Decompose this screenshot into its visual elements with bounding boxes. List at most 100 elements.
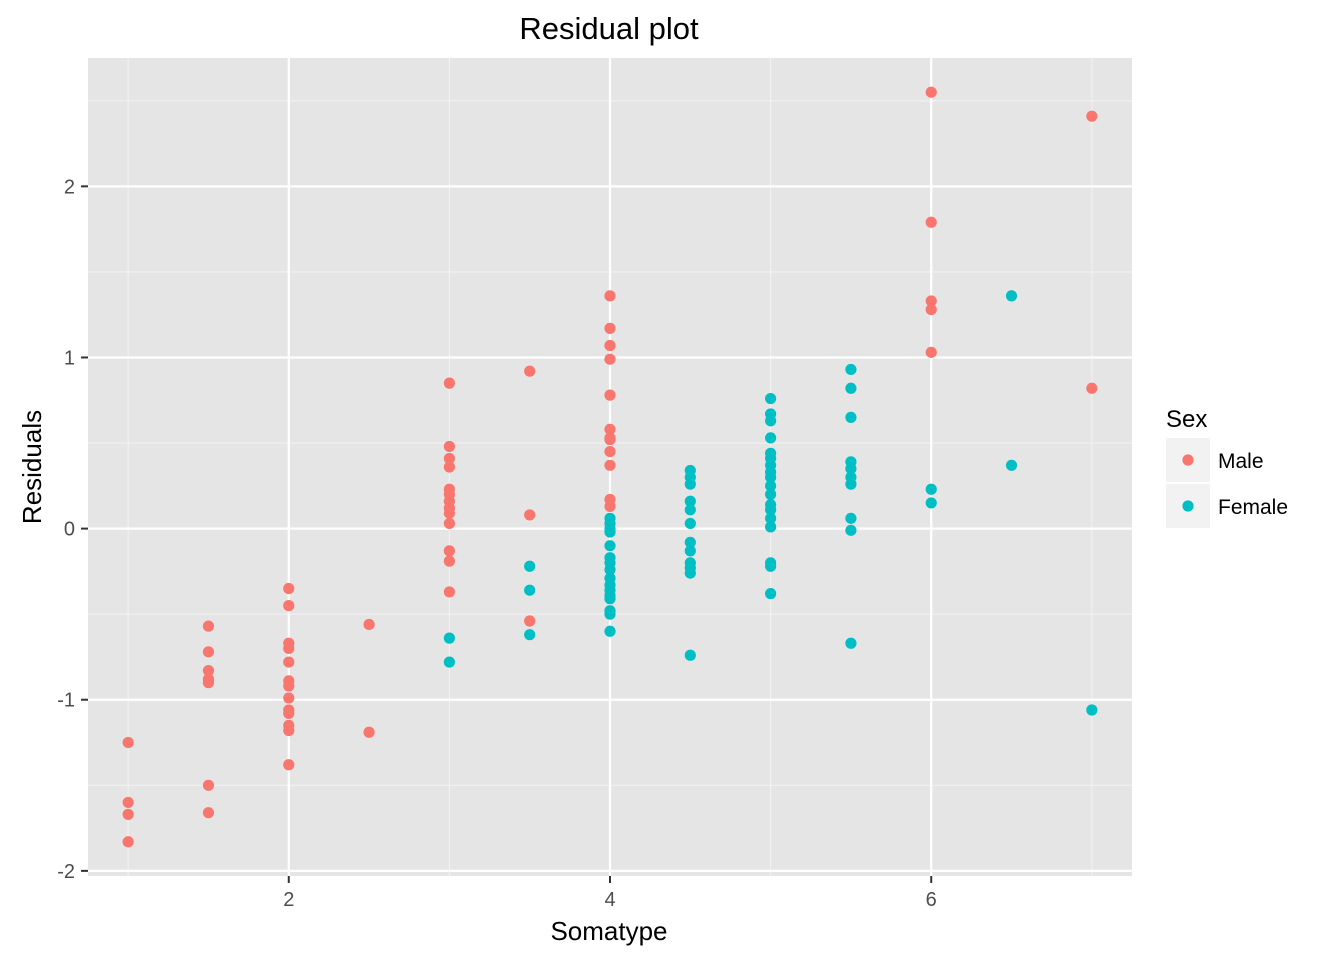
data-point-male [604,322,616,334]
y-axis-title: Residuals [17,410,47,524]
data-point-male [283,656,295,668]
data-point-male [443,586,455,598]
data-point-female [524,629,536,641]
data-point-male [443,377,455,389]
data-point-male [443,507,455,519]
y-tick-label: -2 [57,861,75,883]
data-point-female [845,524,857,536]
data-point-male [604,339,616,352]
data-point-male [925,86,937,98]
x-axis-title: Somatype [550,916,667,946]
data-point-male [604,290,616,302]
data-point-female [604,625,616,637]
data-point-female [684,545,696,557]
x-tick-label: 4 [604,889,615,911]
data-point-female [845,463,857,475]
data-point-male [122,808,134,820]
data-point-female [845,512,857,524]
data-point-female [845,478,857,490]
data-point-male [524,365,536,377]
data-point-female [684,649,696,661]
legend-marker-female [1182,500,1194,512]
data-point-female [765,588,777,600]
data-point-male [925,295,937,307]
data-point-female [524,584,536,596]
data-point-female [443,656,455,668]
data-point-female [765,480,777,492]
data-point-female [765,521,777,533]
data-point-female [765,471,777,483]
data-point-male [604,389,616,401]
data-point-male [524,509,536,521]
data-points [122,86,1098,848]
data-point-male [1086,382,1098,394]
data-point-male [443,461,455,473]
legend-marker-male [1182,454,1194,466]
data-point-female [765,560,777,572]
data-point-female [1005,290,1018,302]
data-point-female [845,363,857,376]
y-axis: -2 -1 0 1 2 [57,176,88,883]
y-tick-label: 1 [64,347,75,369]
data-point-male [202,807,215,819]
data-point-male [604,445,616,458]
data-point-male [122,836,134,848]
data-point-male [524,615,536,627]
data-point-female [925,483,937,495]
data-point-male [283,707,295,720]
data-point-female [765,392,777,405]
data-point-female [684,567,696,579]
data-point-male [202,779,215,791]
data-point-female [765,504,777,516]
data-point-male [283,692,295,704]
data-point-male [202,665,215,677]
data-point-male [443,452,455,465]
data-point-female [684,495,696,507]
data-point-female [604,564,616,576]
data-point-male [443,545,455,557]
data-point-female [765,415,777,427]
data-point-male [925,346,937,358]
legend-label-male: Male [1218,450,1264,473]
x-tick-label: 2 [283,889,294,911]
data-point-female [1086,704,1098,716]
legend-title: Sex [1166,406,1207,433]
data-point-male [202,620,215,632]
data-point-male [925,216,937,228]
data-point-female [765,488,777,500]
x-axis: 2 4 6 [283,876,937,911]
data-point-male [283,724,295,737]
y-tick-label: -1 [57,690,75,712]
data-point-female [604,608,616,620]
y-tick-label: 2 [64,176,75,198]
data-point-female [845,382,857,394]
data-point-female [684,536,696,548]
data-point-male [283,759,295,771]
data-point-male [122,736,134,749]
data-point-female [604,540,616,552]
data-point-female [604,593,616,605]
data-point-female [765,432,777,444]
data-point-male [283,680,295,692]
data-point-female [604,526,616,538]
data-point-female [684,478,696,490]
data-point-female [845,637,857,649]
y-tick-label: 0 [64,519,75,541]
data-point-male [202,646,215,658]
data-point-male [202,677,215,689]
data-point-male [283,582,295,595]
data-point-male [443,555,455,567]
data-point-female [845,411,857,423]
data-point-male [604,423,616,435]
data-point-male [443,440,455,453]
data-point-female [1005,459,1018,471]
data-point-female [684,504,696,516]
data-point-female [765,512,777,524]
data-point-female [443,632,455,644]
data-point-male [283,642,295,654]
data-point-female [524,560,536,572]
data-point-male [1086,110,1098,122]
data-point-male [283,600,295,612]
data-point-female [925,497,937,509]
